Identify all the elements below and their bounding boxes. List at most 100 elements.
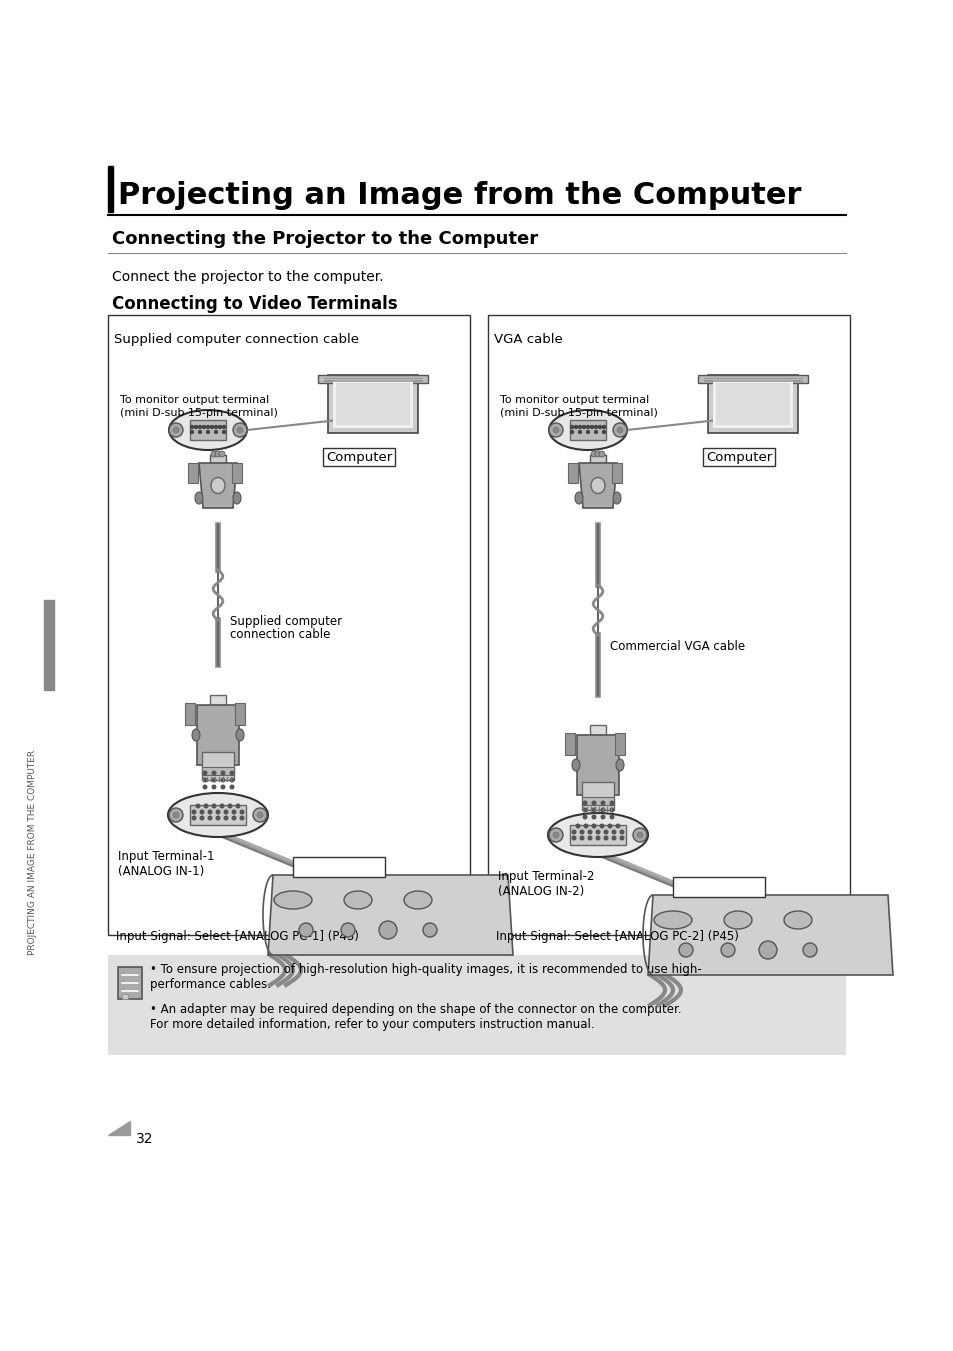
Circle shape: [608, 824, 611, 828]
Polygon shape: [199, 463, 236, 508]
Bar: [672, 877, 764, 897]
Polygon shape: [647, 894, 892, 975]
Circle shape: [214, 451, 221, 457]
Circle shape: [236, 804, 239, 808]
Circle shape: [720, 943, 734, 957]
Bar: [567, 463, 578, 484]
Ellipse shape: [572, 759, 579, 771]
Circle shape: [586, 426, 589, 428]
Circle shape: [212, 771, 215, 775]
Circle shape: [206, 426, 210, 428]
Bar: [108, 166, 112, 212]
Circle shape: [233, 423, 247, 436]
Bar: [108, 315, 470, 935]
Bar: [569, 420, 605, 440]
Bar: [185, 703, 194, 725]
Circle shape: [219, 451, 225, 457]
Circle shape: [218, 426, 221, 428]
Circle shape: [230, 771, 233, 775]
Circle shape: [576, 824, 579, 828]
Circle shape: [603, 831, 607, 834]
Ellipse shape: [613, 492, 620, 504]
Circle shape: [590, 451, 597, 457]
Circle shape: [202, 426, 205, 428]
Text: Input Terminal-1
(ANALOG IN-1): Input Terminal-1 (ANALOG IN-1): [118, 850, 214, 878]
Circle shape: [222, 426, 225, 428]
Circle shape: [619, 831, 623, 834]
Circle shape: [603, 836, 607, 840]
Ellipse shape: [211, 477, 225, 493]
Bar: [589, 455, 605, 463]
Circle shape: [222, 431, 225, 434]
Ellipse shape: [274, 892, 312, 909]
Ellipse shape: [616, 759, 623, 771]
Bar: [122, 994, 128, 998]
Circle shape: [240, 811, 244, 813]
Circle shape: [200, 811, 204, 813]
Circle shape: [232, 816, 235, 820]
Circle shape: [224, 811, 228, 813]
Bar: [190, 420, 226, 440]
Circle shape: [169, 423, 183, 436]
Circle shape: [592, 801, 596, 805]
Circle shape: [191, 426, 193, 428]
Circle shape: [221, 771, 225, 775]
Circle shape: [617, 427, 622, 434]
Ellipse shape: [575, 492, 582, 504]
Text: • An adapter may be required depending on the shape of the connector on the comp: • An adapter may be required depending o…: [150, 1002, 680, 1031]
Text: Input Signal: Select [ANALOG PC-2] (P45): Input Signal: Select [ANALOG PC-2] (P45): [496, 929, 739, 943]
Circle shape: [221, 785, 225, 789]
Circle shape: [224, 816, 228, 820]
Circle shape: [588, 831, 591, 834]
Ellipse shape: [194, 492, 203, 504]
Circle shape: [592, 815, 596, 819]
Circle shape: [422, 923, 436, 938]
Bar: [202, 753, 233, 780]
Circle shape: [230, 785, 233, 789]
Circle shape: [212, 804, 215, 808]
Circle shape: [599, 824, 603, 828]
Circle shape: [583, 824, 587, 828]
Circle shape: [203, 771, 207, 775]
Text: To monitor output terminal: To monitor output terminal: [120, 394, 269, 405]
Bar: [196, 705, 239, 765]
Bar: [581, 782, 614, 811]
Text: Input Signal: Select [ANALOG PC-1] (P43): Input Signal: Select [ANALOG PC-1] (P43): [116, 929, 358, 943]
Circle shape: [598, 426, 601, 428]
Circle shape: [616, 824, 619, 828]
Text: Projector: Projector: [308, 870, 370, 884]
Circle shape: [633, 828, 646, 842]
Text: Supplied computer connection cable: Supplied computer connection cable: [113, 332, 358, 346]
Bar: [707, 376, 797, 434]
Circle shape: [679, 943, 692, 957]
Circle shape: [169, 808, 183, 821]
Bar: [44, 600, 54, 690]
Ellipse shape: [547, 813, 647, 857]
Bar: [293, 857, 385, 877]
Circle shape: [198, 431, 201, 434]
Bar: [335, 382, 410, 426]
Bar: [210, 694, 226, 705]
Circle shape: [191, 431, 193, 434]
Circle shape: [600, 808, 604, 812]
Circle shape: [586, 431, 589, 434]
Circle shape: [548, 423, 562, 436]
Ellipse shape: [344, 892, 372, 909]
Circle shape: [194, 426, 197, 428]
Circle shape: [578, 426, 581, 428]
Circle shape: [637, 832, 642, 838]
Circle shape: [570, 431, 573, 434]
Circle shape: [553, 427, 558, 434]
Polygon shape: [108, 1121, 130, 1135]
Polygon shape: [578, 463, 617, 508]
Circle shape: [802, 943, 816, 957]
Circle shape: [206, 431, 210, 434]
Bar: [577, 735, 618, 794]
Circle shape: [610, 801, 613, 805]
Circle shape: [590, 426, 593, 428]
Bar: [589, 725, 605, 735]
Circle shape: [192, 816, 195, 820]
Circle shape: [236, 427, 243, 434]
Circle shape: [553, 832, 558, 838]
Circle shape: [214, 426, 217, 428]
